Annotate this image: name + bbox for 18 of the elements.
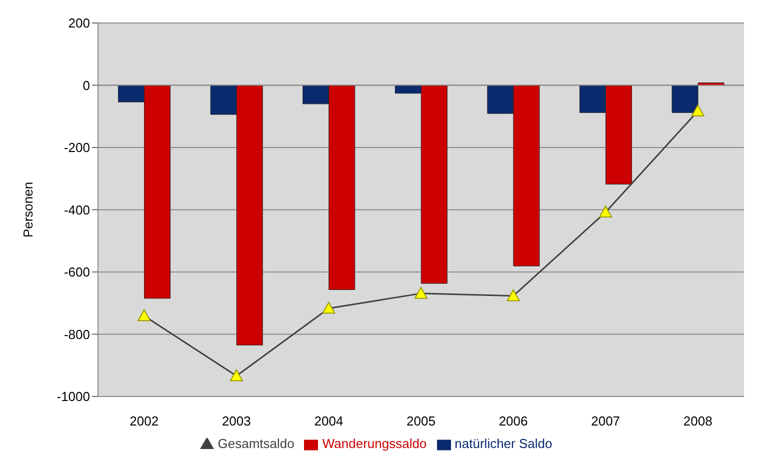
y-axis-title: Personen xyxy=(20,182,36,238)
legend-label: Gesamtsaldo xyxy=(218,436,294,452)
x-tick-label: 2005 xyxy=(406,414,436,429)
x-tick-label: 2002 xyxy=(130,414,159,429)
y-tick-label: -400 xyxy=(64,202,90,218)
y-tick-label: 0 xyxy=(82,78,90,93)
x-tick-label: 2004 xyxy=(314,414,344,429)
y-tick-label: -800 xyxy=(64,326,90,342)
y-tick-label: -200 xyxy=(64,140,90,156)
x-tick-label: 2008 xyxy=(683,414,712,429)
y-tick-label: 200 xyxy=(68,16,90,31)
y-tick-label: -1000 xyxy=(56,389,90,404)
y-tick-label: -600 xyxy=(64,264,90,280)
x-tick-label: 2003 xyxy=(222,414,251,429)
x-tick-label: 2006 xyxy=(498,414,528,429)
x-tick-label: 2007 xyxy=(591,414,620,429)
legend-label: natürlicher Saldo xyxy=(454,436,552,452)
legend-label: Wanderungssaldo xyxy=(322,436,427,452)
